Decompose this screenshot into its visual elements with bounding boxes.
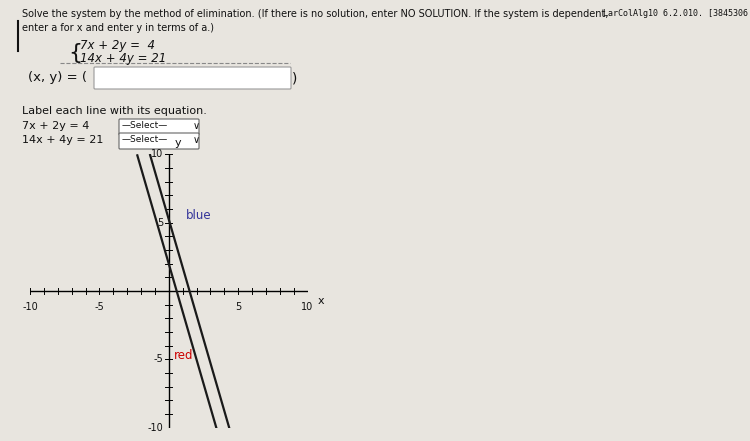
Text: 5: 5 — [235, 302, 242, 312]
Text: —Select—: —Select— — [122, 122, 168, 131]
Text: x: x — [318, 295, 325, 306]
Text: ): ) — [292, 71, 297, 85]
Text: Label each line with its equation.: Label each line with its equation. — [22, 106, 207, 116]
Text: ∨: ∨ — [193, 121, 200, 131]
Text: y: y — [174, 138, 181, 149]
Text: —Select—: —Select— — [122, 135, 168, 145]
Text: $\{$: $\{$ — [68, 41, 81, 65]
Text: -10: -10 — [22, 302, 38, 312]
Text: -5: -5 — [154, 355, 164, 364]
Text: ∨: ∨ — [193, 135, 200, 145]
Text: 7x + 2y = 4: 7x + 2y = 4 — [22, 121, 89, 131]
Text: Solve the system by the method of elimination. (If there is no solution, enter N: Solve the system by the method of elimin… — [22, 9, 608, 19]
FancyBboxPatch shape — [94, 67, 291, 89]
Text: enter a for x and enter y in terms of a.): enter a for x and enter y in terms of a.… — [22, 23, 214, 33]
Text: 7x + 2y =  4: 7x + 2y = 4 — [80, 39, 155, 52]
FancyBboxPatch shape — [119, 133, 199, 149]
FancyBboxPatch shape — [119, 119, 199, 135]
Text: red: red — [174, 349, 194, 362]
Text: 10: 10 — [151, 149, 164, 159]
Text: 14x + 4y = 21: 14x + 4y = 21 — [22, 135, 104, 145]
Text: blue: blue — [185, 209, 211, 222]
Text: 10: 10 — [302, 302, 313, 312]
Text: -5: -5 — [94, 302, 104, 312]
Text: (x, y) = (: (x, y) = ( — [28, 71, 87, 84]
Text: 5: 5 — [157, 218, 164, 228]
Text: LarColAlg10 6.2.010. [3845306: LarColAlg10 6.2.010. [3845306 — [603, 9, 748, 18]
Text: -10: -10 — [148, 423, 164, 433]
Text: 14x + 4y = 21: 14x + 4y = 21 — [80, 52, 166, 65]
